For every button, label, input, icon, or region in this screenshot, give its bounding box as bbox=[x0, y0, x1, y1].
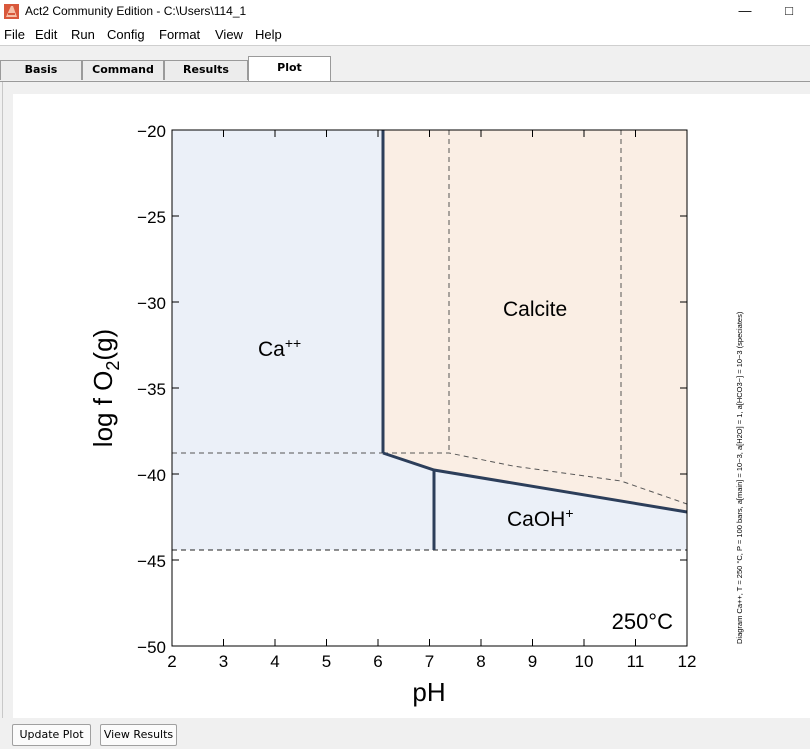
tab-strip: Basis Command Results Plot bbox=[0, 48, 810, 82]
x-tick-label: 2 bbox=[167, 652, 176, 671]
app-logo-icon bbox=[4, 4, 19, 19]
tab-basis[interactable]: Basis bbox=[0, 60, 82, 80]
plot-canvas[interactable]: −20 −25 −30 −35 −40 −45 −50 2 3 4 5 6 7 … bbox=[13, 94, 810, 718]
window-title: Act2 Community Edition - C:\Users\114_1 bbox=[25, 4, 247, 18]
menu-view[interactable]: View bbox=[215, 27, 243, 42]
x-tick-label: 12 bbox=[678, 652, 697, 671]
dashed-boundaries bbox=[172, 130, 688, 505]
caoh-label: CaOH+ bbox=[507, 505, 574, 531]
y-axis-title: log f O2(g) bbox=[88, 329, 123, 447]
temperature-label: 250°C bbox=[612, 609, 674, 634]
menu-bar: File Edit Run Config Format View Help bbox=[0, 24, 810, 46]
minimize-button[interactable]: — bbox=[738, 3, 752, 18]
menu-edit[interactable]: Edit bbox=[35, 27, 58, 42]
bottom-toolbar: Update Plot View Results bbox=[0, 718, 810, 749]
x-tick-label: 3 bbox=[219, 652, 228, 671]
y-tick-label: −35 bbox=[137, 380, 166, 399]
x-tick-label: 5 bbox=[322, 652, 331, 671]
y-tick-label: −25 bbox=[137, 208, 166, 227]
x-tick-label: 10 bbox=[575, 652, 594, 671]
x-tick-label: 6 bbox=[373, 652, 382, 671]
y-tick-label: −20 bbox=[137, 122, 166, 141]
tab-command[interactable]: Command bbox=[82, 60, 164, 80]
field-boundaries bbox=[381, 130, 688, 550]
title-bar: Act2 Community Edition - C:\Users\114_1 … bbox=[0, 0, 810, 24]
maximize-button[interactable]: □ bbox=[785, 3, 793, 18]
y-tick-label: −40 bbox=[137, 466, 166, 485]
update-plot-button[interactable]: Update Plot bbox=[12, 724, 91, 746]
phase-diagram: −20 −25 −30 −35 −40 −45 −50 2 3 4 5 6 7 … bbox=[88, 122, 744, 707]
menu-run[interactable]: Run bbox=[71, 27, 95, 42]
view-results-button[interactable]: View Results bbox=[100, 724, 177, 746]
x-tick-label: 8 bbox=[476, 652, 485, 671]
tab-plot[interactable]: Plot bbox=[248, 56, 331, 81]
diagram-caption: Diagram Ca++, T = 250 °C, P = 100 bars, … bbox=[735, 311, 744, 644]
y-tick-label: −45 bbox=[137, 552, 166, 571]
caoh-region bbox=[434, 470, 687, 550]
x-axis-title: pH bbox=[412, 677, 445, 707]
tab-results[interactable]: Results bbox=[164, 60, 248, 80]
x-tick-label: 4 bbox=[270, 652, 279, 671]
menu-file[interactable]: File bbox=[4, 27, 25, 42]
axis-ticks bbox=[172, 129, 687, 646]
calcite-label: Calcite bbox=[503, 298, 567, 321]
tab-divider bbox=[0, 81, 810, 82]
y-tick-label: −30 bbox=[137, 294, 166, 313]
menu-format[interactable]: Format bbox=[159, 27, 201, 42]
y-tick-label: −50 bbox=[137, 638, 166, 657]
calcite-region bbox=[383, 130, 687, 512]
menu-help[interactable]: Help bbox=[255, 27, 282, 42]
ca-region bbox=[172, 130, 434, 550]
x-tick-label: 11 bbox=[627, 652, 645, 671]
menu-config[interactable]: Config bbox=[107, 27, 145, 42]
x-tick-label: 7 bbox=[425, 652, 434, 671]
ca-label: Ca++ bbox=[258, 335, 301, 361]
x-tick-label: 9 bbox=[528, 652, 537, 671]
